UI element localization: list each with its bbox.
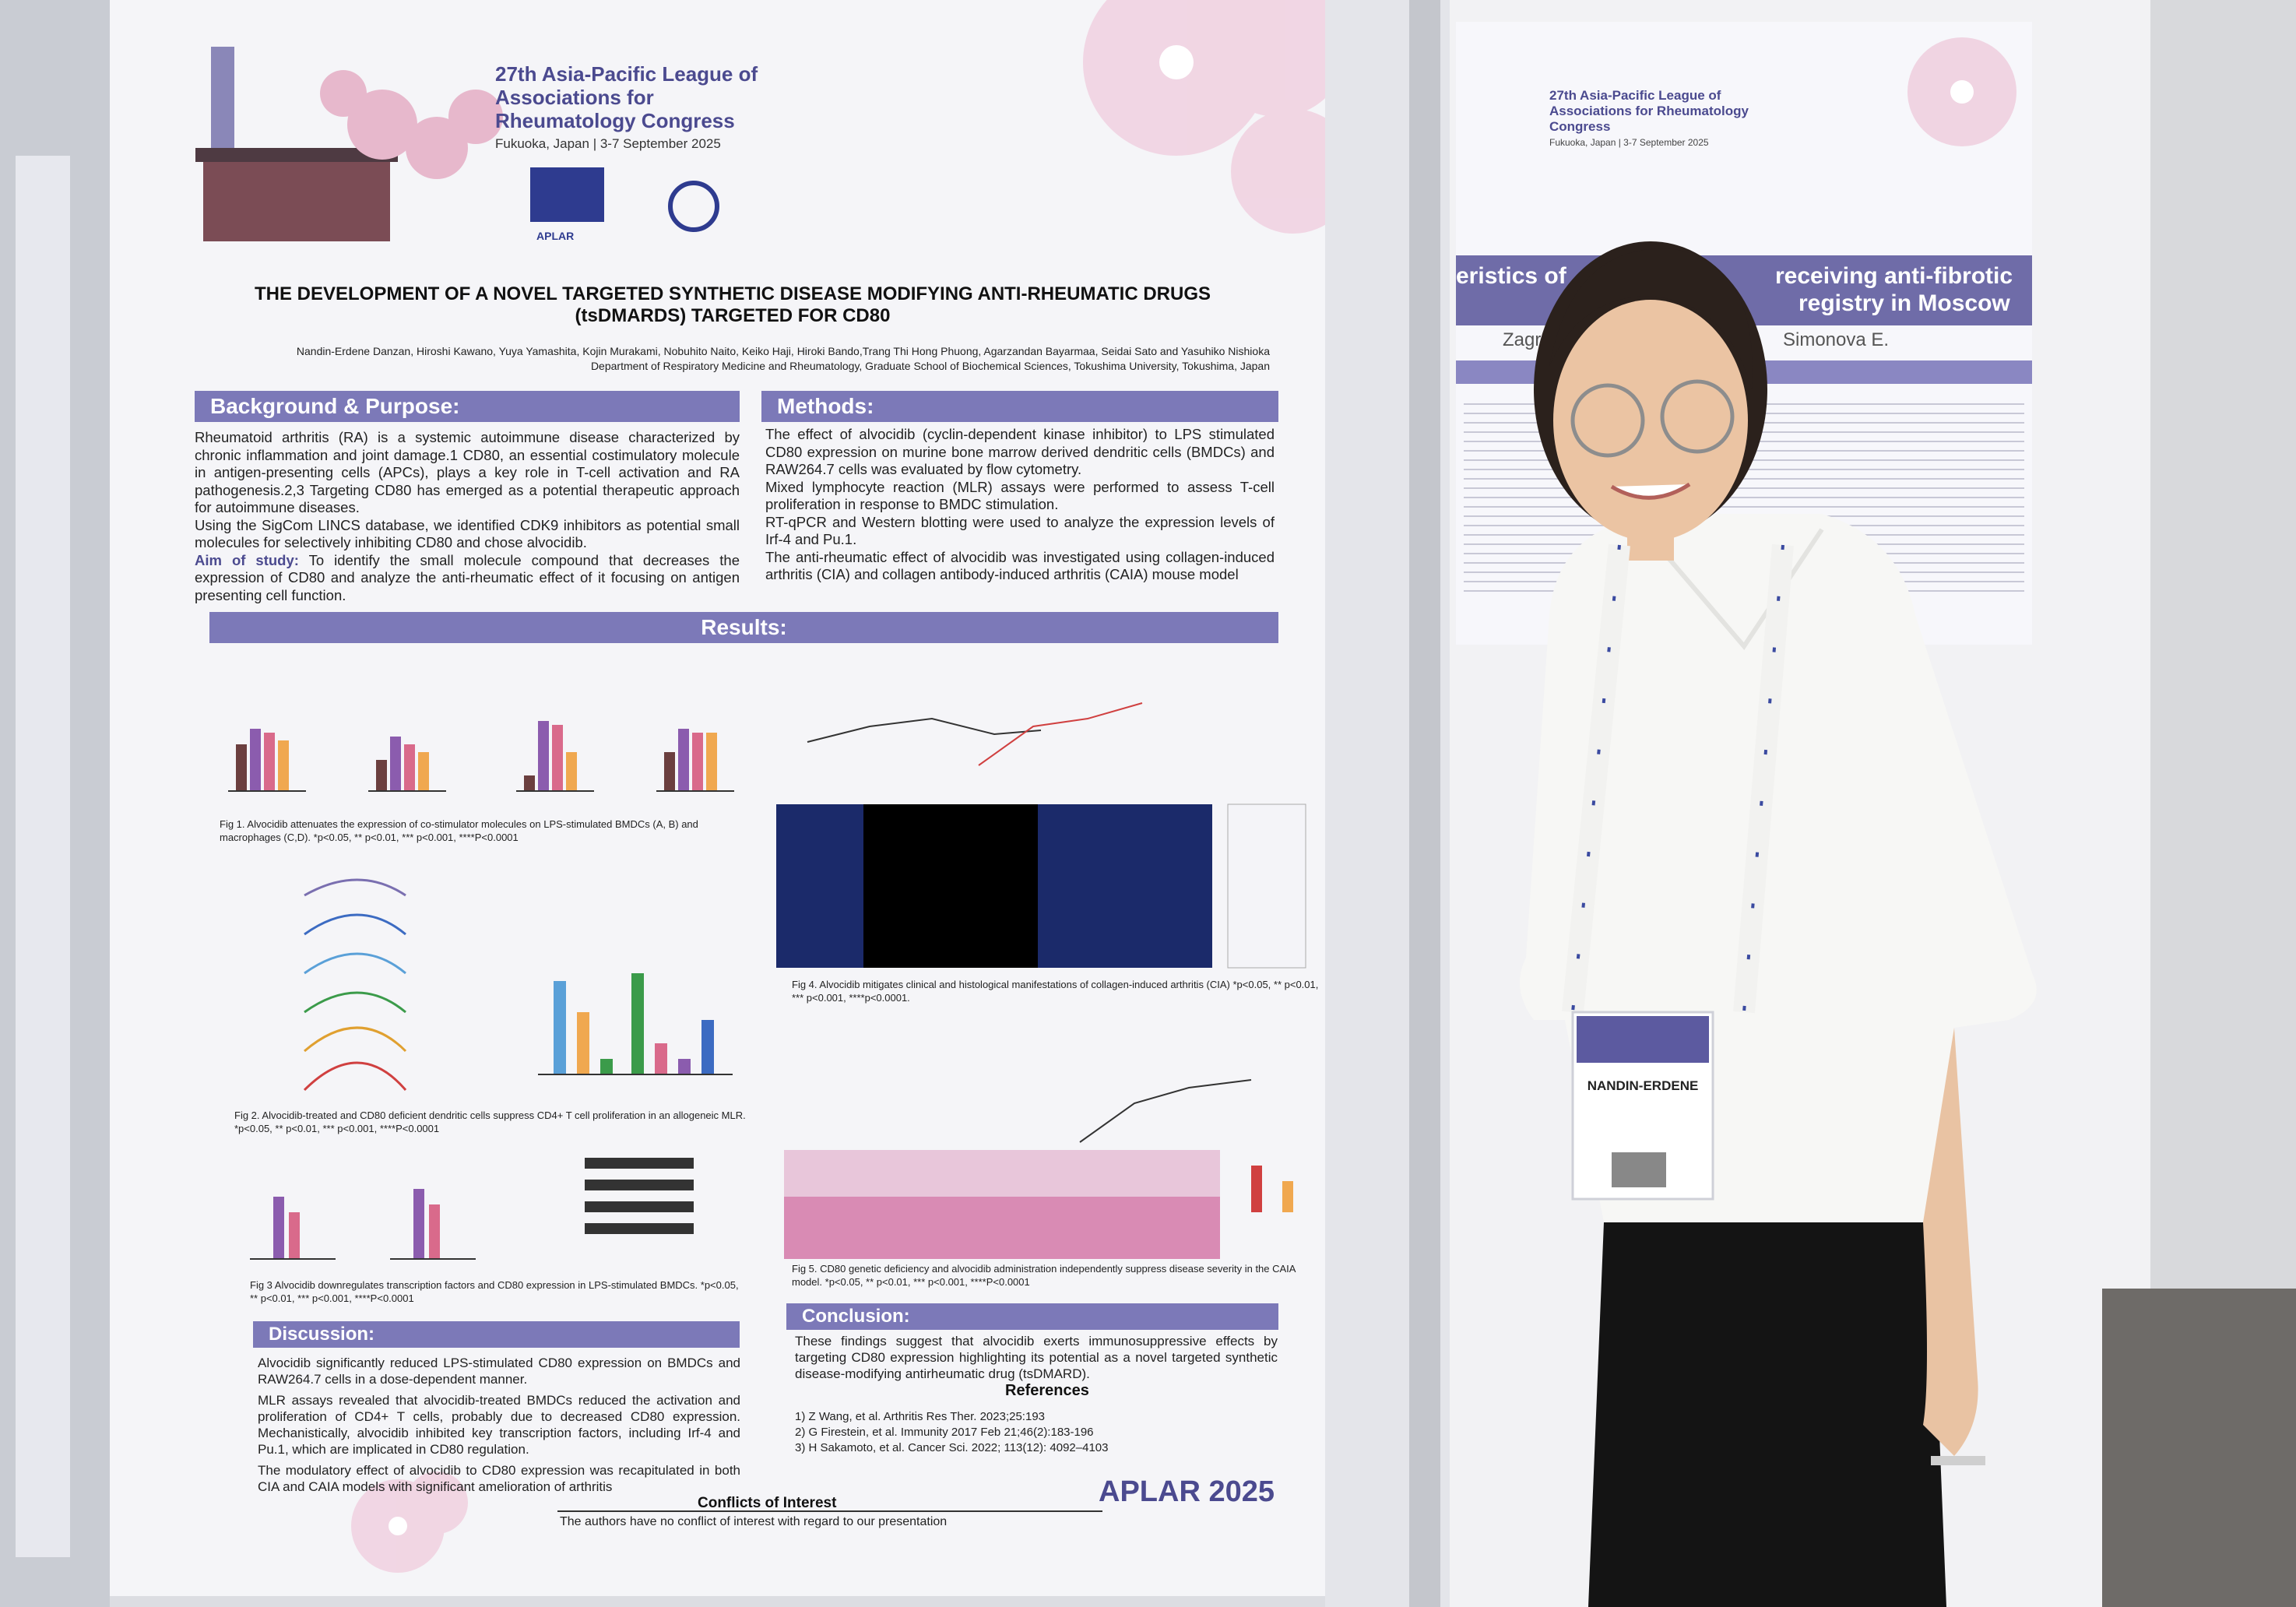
figure-caption: Fig 5. CD80 genetic deficiency and alvoc… (792, 1263, 1296, 1288)
authors: Nandin-Erdene Danzan, Hiroshi Kawano, Yu… (296, 345, 1270, 357)
conflicts-text: The authors have no conflict of interest… (560, 1515, 948, 1528)
figure-caption: Fig 1. Alvocidib attenuates the expressi… (220, 818, 698, 843)
figure-5 (784, 1079, 1293, 1259)
figure-caption: Fig 3 Alvocidib downregulates transcript… (250, 1279, 739, 1304)
neighbor-congress: 27th Asia-Pacific League of Associations… (1549, 88, 1749, 134)
poster-title: THE DEVELOPMENT OF A NOVEL TARGETED SYNT… (254, 283, 1211, 326)
reference: 1) Z Wang, et al. Arthritis Res Ther. 20… (795, 1410, 1045, 1423)
conflicts-heading: Conflicts of Interest (698, 1495, 837, 1511)
figure-1 (228, 721, 734, 792)
congress-name: 27th Asia-Pacific League of Associations… (495, 62, 758, 132)
neighbor-fragment: Zagr (1503, 329, 1542, 350)
neighbor-fragment: eristics of (1456, 263, 1566, 289)
section-heading: Methods: (761, 391, 1278, 422)
badge-name: NANDIN-ERDENE (1587, 1078, 1699, 1093)
conclusion-text: These findings suggest that alvocidib ex… (795, 1334, 1278, 1381)
neighbor-fragment: registry in Moscow (1798, 290, 2010, 316)
section-heading: Conclusion: (786, 1303, 1278, 1330)
rule (557, 1510, 1102, 1512)
carpet (2102, 1289, 2296, 1607)
paragraph: MLR assays revealed that alvocidib-treat… (258, 1393, 740, 1457)
person (1520, 241, 2037, 1607)
paragraph: Rheumatoid arthritis (RA) is a systemic … (195, 429, 740, 515)
figure-3 (250, 1158, 694, 1260)
paragraph: The effect of alvocidib (cyclin-dependen… (765, 426, 1275, 477)
poster: 27th Asia-Pacific League of Associations… (110, 0, 1325, 1596)
references-heading: References (1005, 1382, 1089, 1399)
figure-2 (303, 878, 733, 1092)
paragraph: The anti-rheumatic effect of alvocidib w… (765, 548, 1275, 583)
aim-text: To identify the small molecule compound … (195, 551, 740, 603)
reference: 2) G Firestein, et al. Immunity 2017 Feb… (795, 1426, 1094, 1439)
neighbor-location: Fukuoka, Japan | 3-7 September 2025 (1549, 137, 1709, 148)
aim-label: Aim of study: (195, 551, 299, 568)
paragraph: RT-qPCR and Western blotting were used t… (765, 513, 1275, 548)
figure-caption: Fig 2. Alvocidib-treated and CD80 defici… (234, 1109, 746, 1134)
reference: 3) H Sakamoto, et al. Cancer Sci. 2022; … (795, 1441, 1109, 1454)
section-heading: Results: (209, 612, 1278, 643)
references-list: 1) Z Wang, et al. Arthritis Res Ther. 20… (795, 1409, 1278, 1456)
neighbor-blossom (1907, 37, 2016, 146)
paragraph: Alvocidib significantly reduced LPS-stim… (258, 1356, 740, 1387)
discussion-text: Alvocidib significantly reduced LPS-stim… (258, 1355, 740, 1495)
paragraph: The modulatory effect of alvocidib to CD… (258, 1463, 740, 1494)
aim: Aim of study: To identify the small mole… (195, 552, 740, 605)
section-heading: Background & Purpose: (195, 391, 740, 422)
figure-caption: Fig 4. Alvocidib mitigates clinical and … (792, 979, 1319, 1004)
neighbor-poster-left (16, 156, 70, 1557)
figure-4 (776, 702, 1306, 969)
neighbor-fragment: receiving anti-fibrotic (1775, 263, 2013, 289)
paragraph: Mixed lymphocyte reaction (MLR) assays w… (765, 478, 1275, 513)
neighbor-fragment: Simonova E. (1783, 329, 1890, 350)
affiliation: Department of Respiratory Medicine and R… (590, 360, 1270, 372)
background-text: Rheumatoid arthritis (RA) is a systemic … (195, 429, 740, 604)
congress-location: Fukuoka, Japan | 3-7 September 2025 (495, 136, 721, 151)
logo-text: APLAR (536, 230, 575, 242)
footer-brand: APLAR 2025 (1099, 1475, 1275, 1508)
methods-text: The effect of alvocidib (cyclin-dependen… (765, 426, 1275, 584)
stand-pole (1409, 0, 1440, 1607)
poster-decor (195, 0, 1325, 1573)
section-heading: Discussion: (253, 1321, 740, 1348)
paragraph: Using the SigCom LINCS database, we iden… (195, 516, 740, 551)
